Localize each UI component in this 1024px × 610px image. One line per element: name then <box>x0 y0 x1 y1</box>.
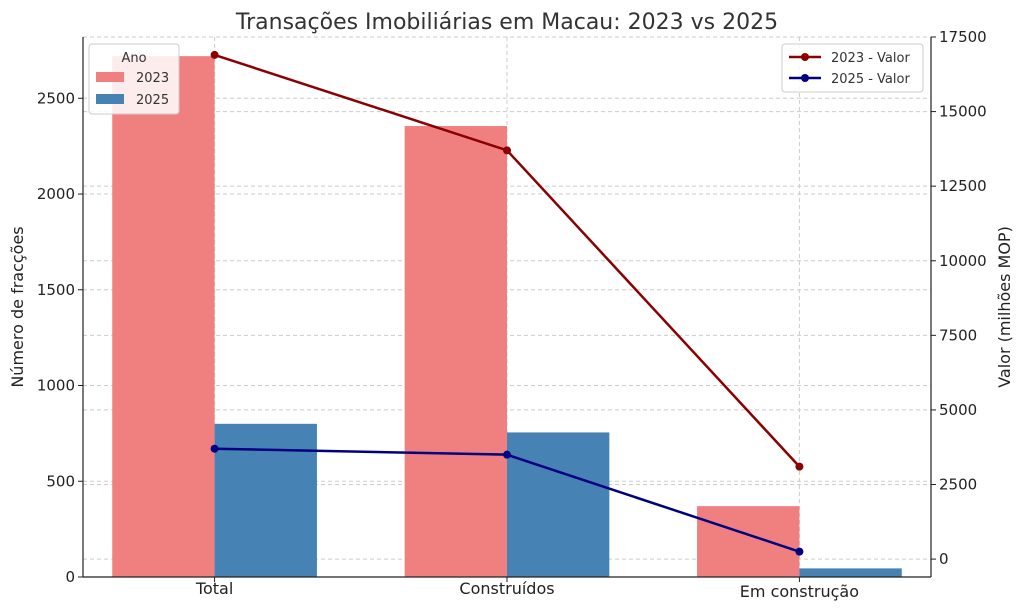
legend-label: 2023 - Valor <box>831 51 910 66</box>
bars <box>112 56 902 578</box>
y-right-tick-label: 10000 <box>939 252 987 270</box>
y-left-tick-label: 1000 <box>37 377 75 395</box>
data-point <box>795 462 804 471</box>
y-right-tick-label: 7500 <box>939 326 977 344</box>
legend-swatch <box>96 94 124 104</box>
line-legend: 2023 - Valor 2025 - Valor <box>781 43 924 93</box>
bar-2025 <box>214 423 317 577</box>
chart-title: Transações Imobiliárias em Macau: 2023 v… <box>235 10 778 35</box>
bar-2025 <box>507 432 610 577</box>
bar-legend: Ano 2023 2025 <box>88 43 180 115</box>
y-right-tick-label: 2500 <box>939 476 977 494</box>
bar-2023 <box>112 56 215 578</box>
y-axis-right-label: Valor (milhões MOP) <box>995 226 1014 388</box>
legend-title: Ano <box>121 51 146 66</box>
bar-2023 <box>404 126 507 578</box>
legend-swatch <box>96 72 124 82</box>
lines <box>210 50 804 556</box>
x-tick-label: Construídos <box>459 579 554 598</box>
y-right-tick-label: 0 <box>939 550 949 568</box>
y-axis-left-label: Número de fracções <box>8 226 27 387</box>
y-left-tick-label: 0 <box>65 568 75 586</box>
y-left-tick-label: 2000 <box>37 185 75 203</box>
data-point <box>210 444 219 453</box>
data-point <box>210 50 219 59</box>
legend-marker <box>801 53 809 61</box>
y-right-tick-label: 5000 <box>939 401 977 419</box>
x-tick-label: Em construção <box>740 582 859 601</box>
bar-2023 <box>697 506 800 577</box>
tick-labels: 0 500 1000 1500 2000 2500 0 2500 5000 7500 10000 12… <box>37 28 987 601</box>
y-left-tick-label: 2500 <box>37 89 75 107</box>
y-right-tick-label: 12500 <box>939 177 987 195</box>
data-point <box>503 450 511 459</box>
legend-label: 2023 <box>136 71 169 86</box>
data-point <box>503 146 511 155</box>
y-left-tick-label: 500 <box>46 472 75 490</box>
y-right-tick-label: 17500 <box>939 28 987 46</box>
legend-label: 2025 <box>136 93 169 108</box>
legend-marker <box>801 74 809 82</box>
bar-2025 <box>799 568 902 577</box>
x-tick-label: Total <box>195 579 233 598</box>
y-right-tick-label: 15000 <box>939 103 987 121</box>
y-left-tick-label: 1500 <box>37 281 75 299</box>
data-point <box>795 547 804 556</box>
legend-label: 2025 - Valor <box>831 72 910 87</box>
